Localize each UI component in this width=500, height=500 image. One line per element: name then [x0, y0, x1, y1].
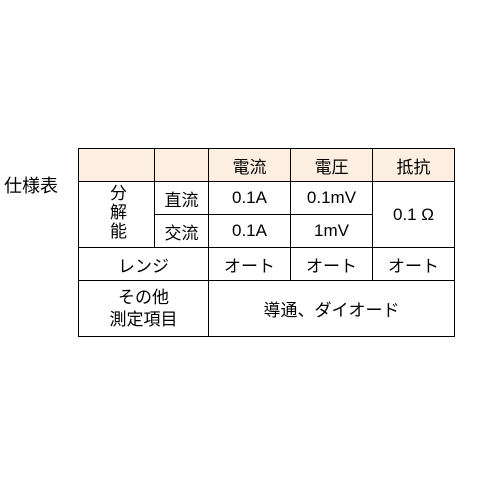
- dc-label: 直流: [155, 182, 209, 215]
- range-label: レンジ: [79, 248, 209, 281]
- ac-label: 交流: [155, 215, 209, 248]
- range-resistance: オート: [373, 248, 455, 281]
- ac-current: 0.1A: [209, 215, 291, 248]
- other-label: その他測定項目: [79, 281, 209, 337]
- header-blank-1: [79, 149, 155, 182]
- spec-table: 電流 電圧 抵抗 分解能 直流 0.1A 0.1mV 0.1 Ω 交流 0.1A…: [78, 148, 455, 337]
- header-voltage: 電圧: [291, 149, 373, 182]
- row-other: その他測定項目 導通、ダイオード: [79, 281, 455, 337]
- header-blank-2: [155, 149, 209, 182]
- header-resistance: 抵抗: [373, 149, 455, 182]
- dc-voltage: 0.1mV: [291, 182, 373, 215]
- dc-current: 0.1A: [209, 182, 291, 215]
- range-current: オート: [209, 248, 291, 281]
- range-voltage: オート: [291, 248, 373, 281]
- row-dc: 分解能 直流 0.1A 0.1mV 0.1 Ω: [79, 182, 455, 215]
- resolution-label: 分解能: [79, 182, 155, 248]
- header-row: 電流 電圧 抵抗: [79, 149, 455, 182]
- other-value: 導通、ダイオード: [209, 281, 455, 337]
- header-current: 電流: [209, 149, 291, 182]
- ac-voltage: 1mV: [291, 215, 373, 248]
- page-title: 仕様表: [4, 172, 58, 198]
- row-range: レンジ オート オート オート: [79, 248, 455, 281]
- resolution-resistance: 0.1 Ω: [373, 182, 455, 248]
